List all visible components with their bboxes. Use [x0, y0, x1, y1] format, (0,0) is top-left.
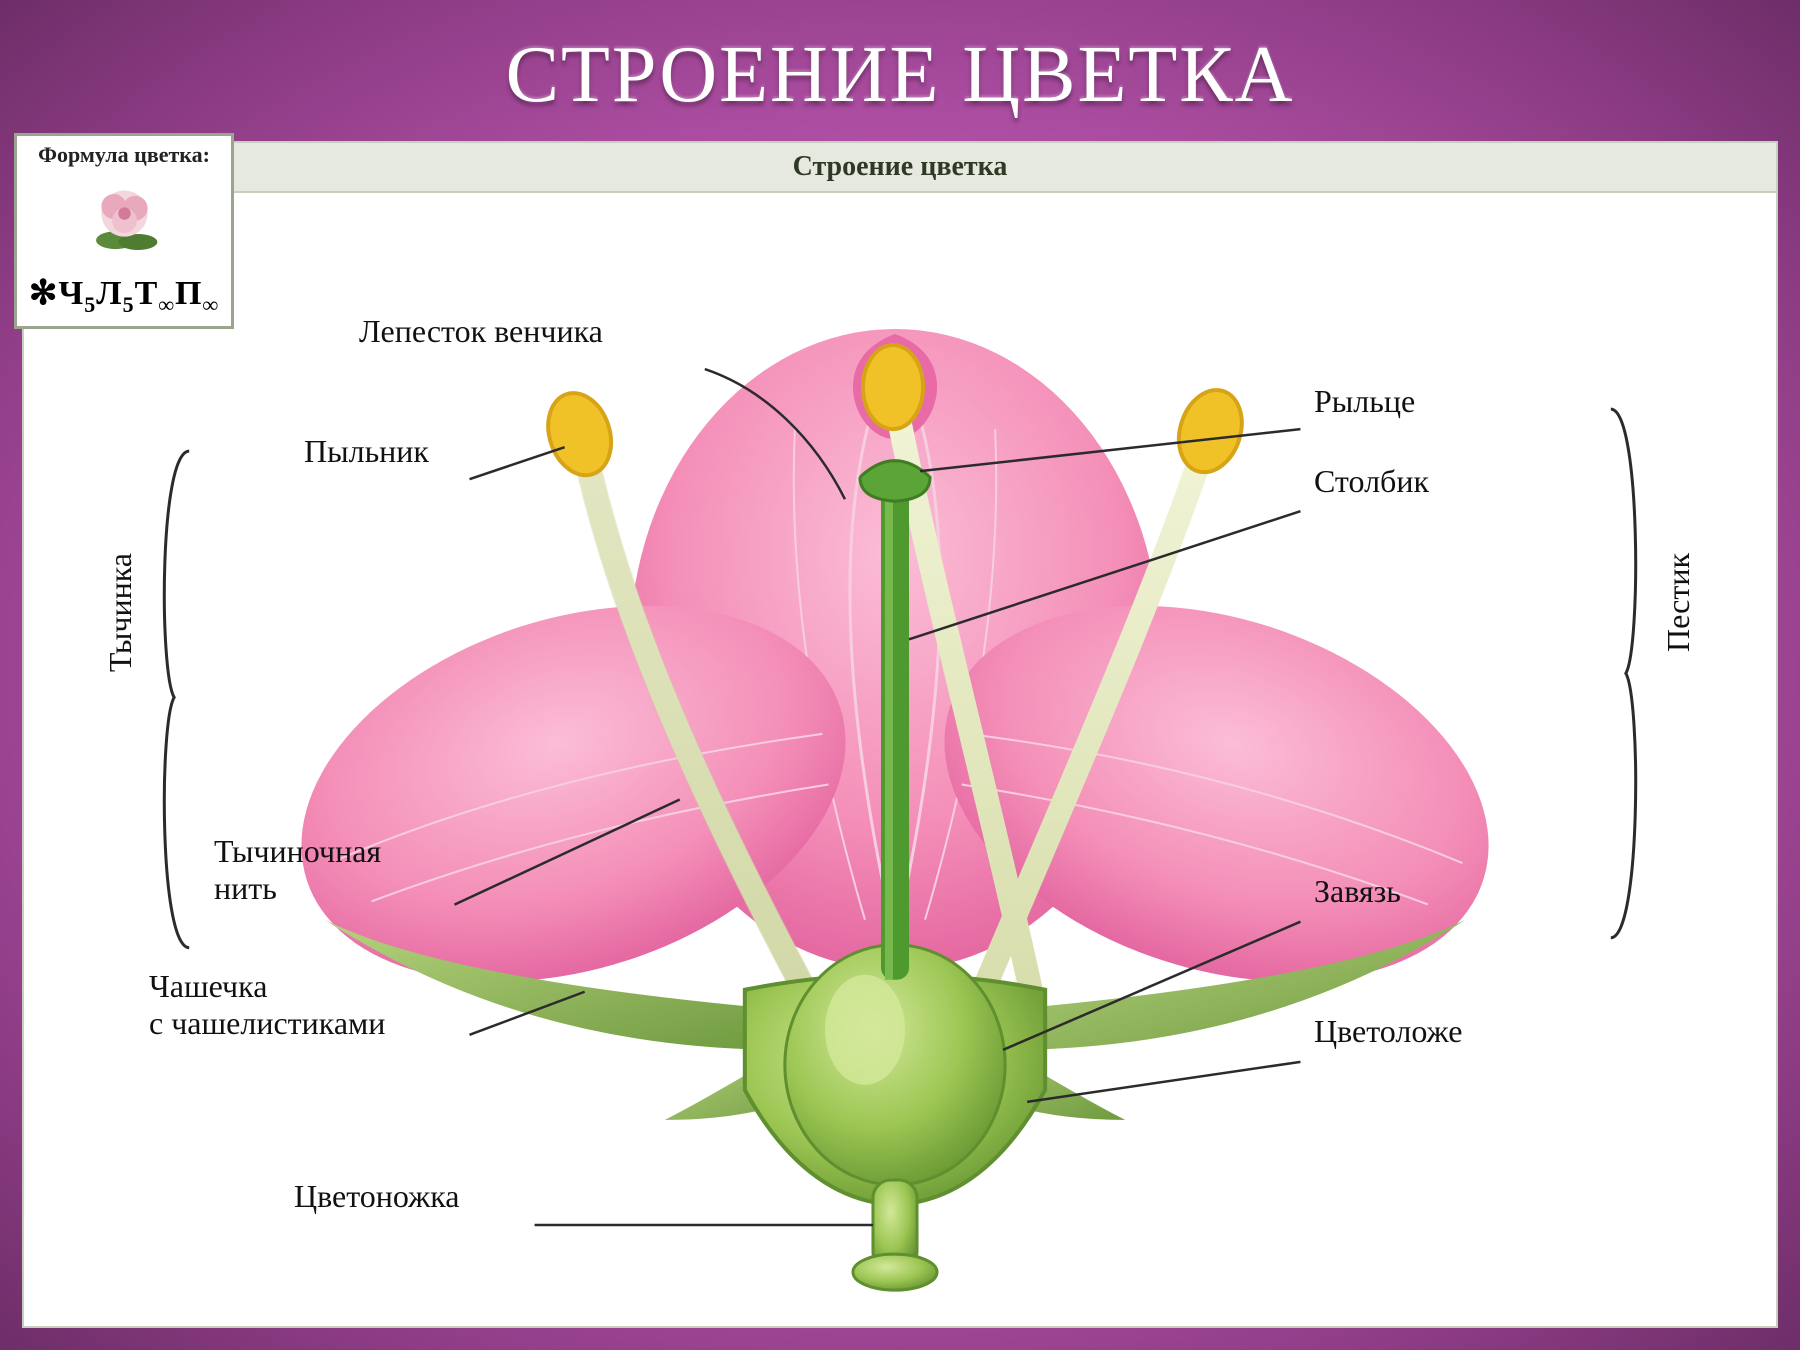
group-left: Тычинка [102, 553, 139, 672]
formula-text: ✻Ч5Л5Т∞П∞ [21, 273, 227, 318]
group-right: Пестик [1660, 553, 1697, 652]
label-ovary: Завязь [1314, 873, 1401, 910]
diagram-stage: Лепесток венчика Пыльник Тычиночная нить… [24, 193, 1776, 1326]
label-stigma: Рыльце [1314, 383, 1415, 420]
diagram-panel: Формула цветка: ✻Ч5Л5Т∞П∞ Строение цветк… [22, 141, 1778, 1328]
formula-box: Формула цветка: ✻Ч5Л5Т∞П∞ [14, 133, 234, 329]
slide-title: СТРОЕНИЕ ЦВЕТКА [0, 0, 1800, 141]
label-anther: Пыльник [304, 433, 429, 470]
receptacle [745, 945, 1045, 1205]
label-filament: Тычиночная нить [214, 833, 381, 907]
formula-flower-icon [77, 178, 172, 258]
label-style: Столбик [1314, 463, 1429, 500]
label-receptacle: Цветоложе [1314, 1013, 1462, 1050]
label-pedicel: Цветоножка [294, 1178, 460, 1215]
flower-svg [24, 193, 1776, 1326]
label-calyx: Чашечка с чашелистиками [149, 968, 385, 1042]
slide: СТРОЕНИЕ ЦВЕТКА Формула цветка: ✻Ч5Л5Т∞П… [0, 0, 1800, 1350]
panel-title: Строение цветка [24, 143, 1776, 193]
formula-title: Формула цветка: [21, 142, 227, 168]
label-petal: Лепесток венчика [359, 313, 603, 350]
